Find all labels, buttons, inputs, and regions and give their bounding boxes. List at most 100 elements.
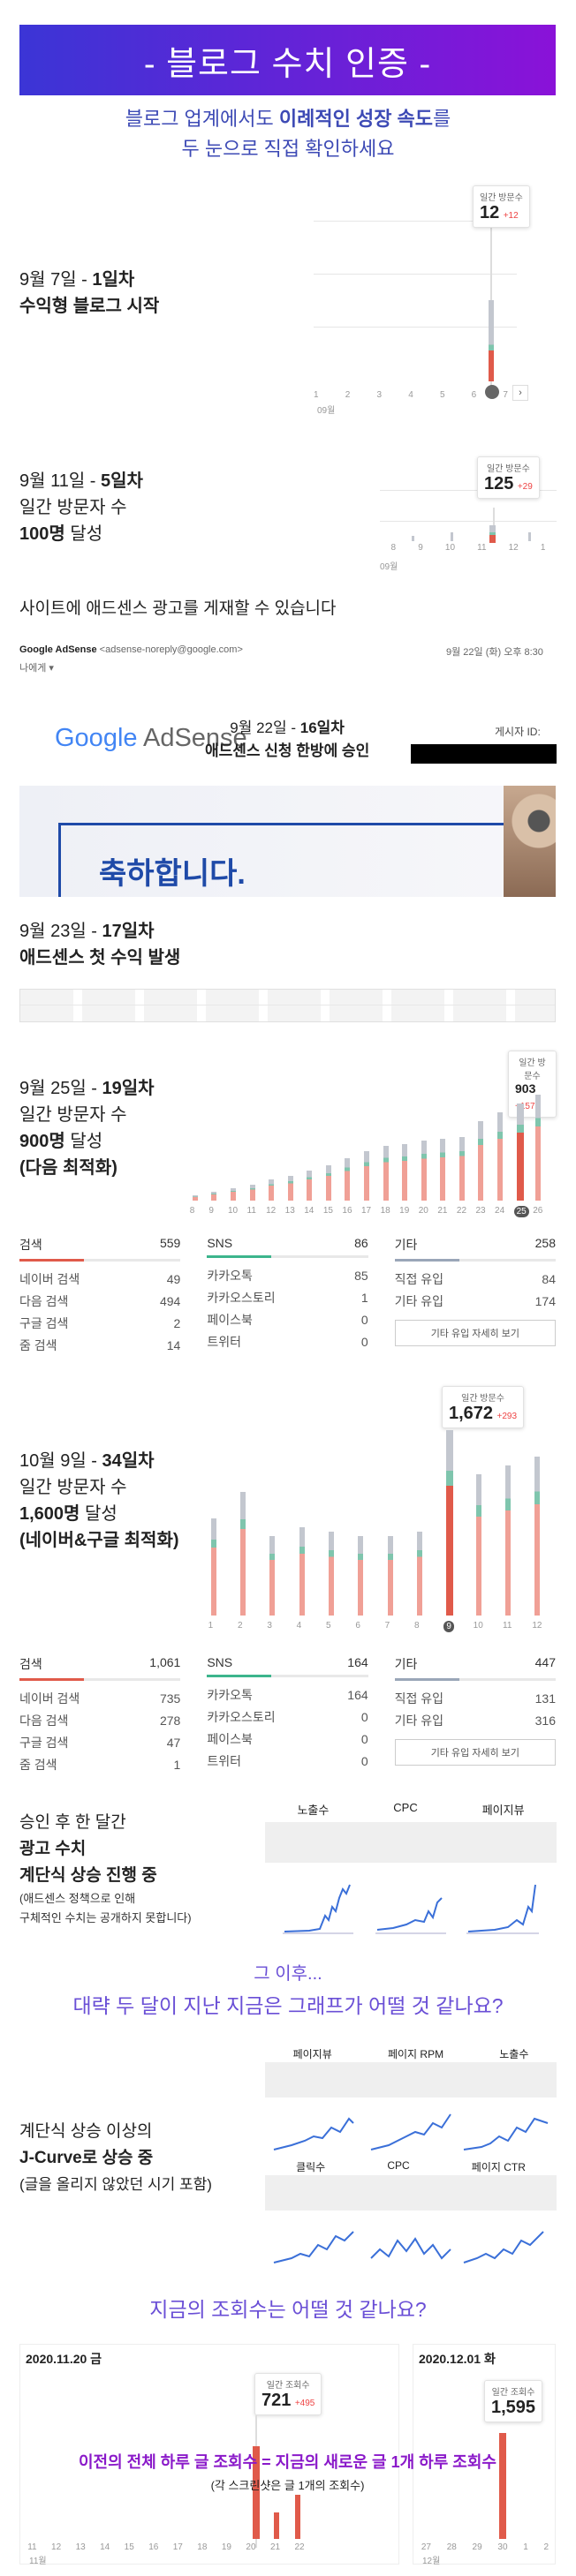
traffic-bar: [459, 1137, 465, 1201]
step-desc: 일간 방문자 수: [19, 1478, 127, 1497]
x-tick: 6: [471, 390, 477, 400]
step-7-text: 계단식 상승 이상의 J-Curve로 상승 중 (글을 올리지 않았던 시기 …: [19, 2119, 212, 2198]
traffic-bar: [516, 1103, 524, 1201]
metric-header: 노출수: [297, 1804, 330, 1817]
x-tick: 18: [380, 1206, 390, 1216]
next-arrow-button[interactable]: ›: [512, 385, 528, 401]
card-number: 903: [515, 1081, 536, 1096]
row-value: 278: [159, 1714, 181, 1728]
x-tick: 8: [189, 1206, 195, 1216]
step-desc: 일간 방문자 수: [19, 1105, 127, 1125]
row-label: 카카오톡: [207, 1269, 253, 1283]
card-number: 1,595: [491, 2398, 536, 2417]
step-achievement: 100명 달성: [19, 521, 143, 547]
traffic-bar: [358, 1536, 364, 1616]
x-tick: 10: [227, 1206, 239, 1216]
email-to[interactable]: 나에게 ▾: [19, 663, 54, 674]
row-label: 카카오스토리: [207, 1291, 276, 1305]
x-tick: 7: [503, 390, 508, 400]
achieve-suffix: 달성: [64, 1132, 103, 1151]
sparklines: [283, 1884, 539, 1934]
col-underline: [19, 1259, 181, 1262]
traffic-bar: [307, 1171, 313, 1201]
traffic-column: 검색 1,061 네이버 검색 735 다음 검색 278 구글 검색 47 줌 검색 1: [19, 1655, 181, 1776]
banner-title: - 블로그 수치 인증 -: [143, 45, 432, 83]
metric-header: 노출수: [499, 2048, 529, 2060]
x-tick: 1: [208, 1621, 214, 1631]
x-tick: 6: [355, 1621, 360, 1631]
step-date: 9월 7일 -: [19, 270, 93, 290]
x-tick: 15: [322, 1206, 333, 1216]
col-title: 기타: [394, 1657, 418, 1671]
bar-day: [253, 2446, 260, 2539]
x-tick: 10: [444, 543, 456, 553]
visitor-count: 1,600명: [19, 1504, 80, 1524]
visit-card: 일간 방문수 125 +29: [477, 456, 540, 499]
metric-headers-top: 페이지뷰 페이지 RPM 노출수: [265, 2046, 557, 2061]
col-underline: [394, 1259, 556, 1262]
traffic-row: 네이버 검색 49: [19, 1269, 180, 1291]
row-label: 네이버 검색: [19, 1272, 80, 1286]
card-delta: +29: [517, 482, 533, 492]
card-delta: +157: [515, 1102, 535, 1111]
step-desc: 승인 후 한 달간: [19, 1813, 126, 1832]
col-title: 기타: [394, 1238, 418, 1252]
x-tick: 7: [384, 1621, 390, 1631]
step-2-date-line: 9월 11일 - 5일차: [19, 468, 143, 494]
traffic-bar: [230, 1188, 236, 1201]
step-date: 9월 11일 -: [19, 471, 102, 491]
x-tick: 27: [421, 2542, 431, 2552]
question-lead: 그 이후...: [254, 1964, 322, 1984]
x-tick: 23: [475, 1206, 486, 1216]
x-tick: 20: [246, 2542, 256, 2552]
traffic-row: 트위터 0: [207, 1751, 368, 1773]
x-ticks: 27 28 29 30 1 2: [413, 2542, 557, 2552]
row-value: 735: [159, 1691, 181, 1706]
row-label: 기타 유입: [394, 1294, 444, 1308]
other-traffic-detail-button[interactable]: 기타 유입 자세히 보기: [394, 1739, 556, 1766]
traffic-table-1: 검색 559 네이버 검색 49 다음 검색 494 구글 검색 2 줌 검색 14 SNS 86 카카…: [19, 1236, 556, 1357]
optimization-tag: (네이버&구글 최적화): [19, 1531, 179, 1550]
congrats-text: 축하합니다.: [99, 857, 246, 891]
month-label: 11월: [29, 2557, 47, 2566]
x-tick: 9: [418, 543, 423, 553]
bar-day: [274, 2512, 279, 2539]
traffic-column: 기타 258 직접 유입 84 기타 유입 174 기타 유입 자세히 보기: [394, 1236, 556, 1357]
date-label: 2020.12.01 화: [419, 2352, 496, 2366]
col-underline: [19, 1678, 181, 1681]
col-total: 1,061: [149, 1655, 181, 1669]
row-value: 494: [159, 1294, 181, 1308]
traffic-bar: [387, 1536, 393, 1616]
x-tick: 11: [477, 543, 487, 553]
metric-values-hidden: [265, 2062, 557, 2098]
step-date: 9월 25일 -: [19, 1079, 102, 1098]
x-tick: 22: [294, 2542, 305, 2552]
intro-text: 블로그 업계에서도: [125, 108, 279, 130]
metric-headers-bottom: 클릭수 CPC 페이지 CTR: [265, 2159, 557, 2174]
traffic-row: 구글 검색 47: [19, 1732, 180, 1754]
step-desc: 수익형 블로그 시작: [19, 297, 160, 316]
step-title: J-Curve로 상승 중: [19, 2149, 154, 2167]
row-value: 85: [354, 1269, 368, 1283]
col-title: 검색: [19, 1238, 42, 1252]
question-2: 지금의 조회수는 어떨 것 같나요?: [0, 2294, 576, 2325]
traffic-row: 직접 유입 131: [395, 1688, 556, 1710]
col-total: 258: [534, 1236, 556, 1250]
traffic-bar: [402, 1144, 408, 1201]
bar-day1: [489, 300, 494, 381]
ad-metrics-month: 노출수 CPC 페이지뷰: [265, 1801, 557, 1942]
card-delta: +495: [294, 2399, 315, 2408]
col-title: SNS: [207, 1655, 233, 1669]
card-number: 125: [484, 474, 514, 493]
traffic-bar: [478, 1121, 484, 1201]
metric-header: CPC: [393, 1801, 418, 1814]
card-number: 1,672: [449, 1404, 494, 1423]
other-traffic-detail-button[interactable]: 기타 유입 자세히 보기: [394, 1320, 556, 1346]
x-tick: 12: [266, 1206, 277, 1216]
traffic-row: 기타 유입 174: [395, 1291, 556, 1313]
adsense-step: 9월 22일 - 16일차 애드센스 신청 한방에 승인: [205, 717, 369, 763]
row-value: 0: [360, 1710, 368, 1724]
date-label: 2020.11.20 금: [26, 2352, 102, 2366]
step-1-text: 9월 7일 - 1일차 수익형 블로그 시작: [19, 267, 159, 320]
step-day: 17일차: [102, 922, 155, 941]
